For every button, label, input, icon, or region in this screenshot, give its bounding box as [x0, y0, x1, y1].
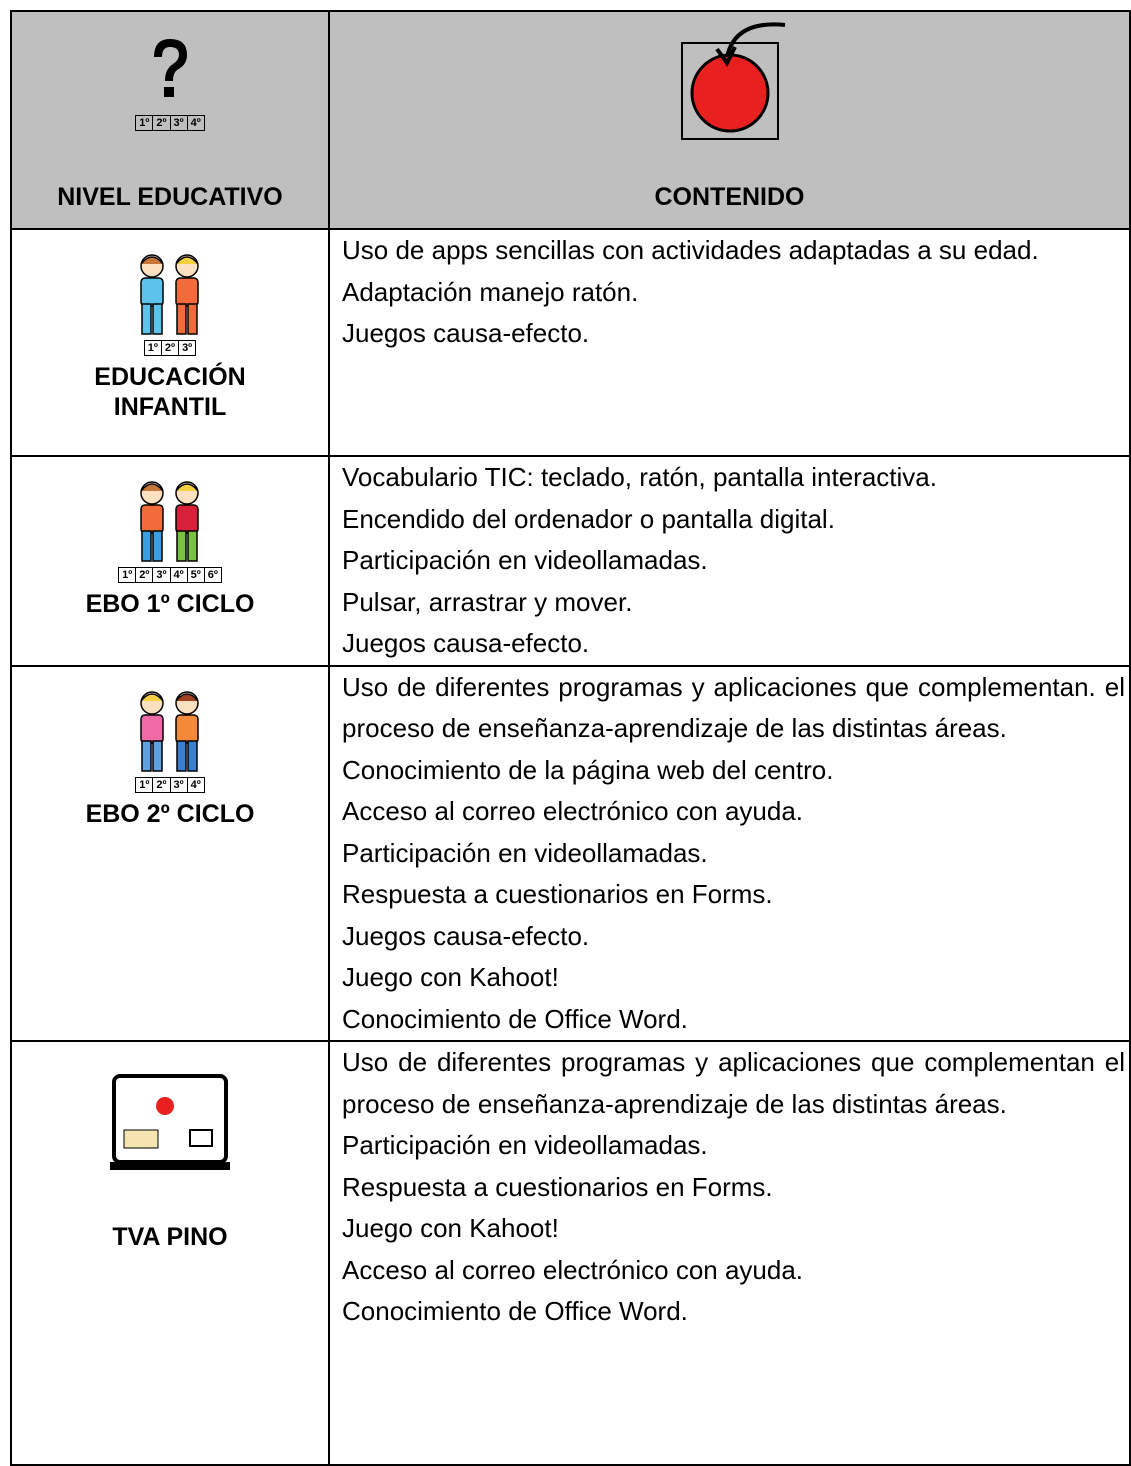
content-cell: Uso de apps sencillas con actividades ad… — [328, 228, 1131, 457]
grade-label: 5º — [186, 568, 204, 582]
table-row: TVA PINO Uso de diferentes programas y ap… — [10, 1040, 1131, 1466]
content-item: Encendido del ordenador o pantalla digit… — [342, 503, 835, 534]
pictogram — [140, 690, 199, 772]
header-label: NIVEL EDUCATIVO — [57, 183, 283, 211]
curriculum-table: 1º 2º 3º 4º NIVEL EDUCATIVO CONTENIDO 1º 2º 3… — [10, 10, 1131, 1466]
content-item: Participación en videollamadas. — [342, 837, 708, 868]
content-item: Conocimiento de Office Word. — [342, 1296, 688, 1326]
header-content-cell: CONTENIDO — [328, 10, 1131, 230]
content-item: Uso de diferentes programas y aplicacion… — [342, 1047, 1125, 1119]
table-row: 1º 2º 3º 4º EBO 2º CICLO Uso de diferentes pr… — [10, 664, 1131, 1042]
grade-label: 2º — [160, 341, 178, 355]
content-item: Juego con Kahoot! — [342, 1213, 559, 1243]
page: {"header":{"col1":{"label":"NIVEL EDUCAT… — [10, 10, 1131, 1466]
grade-label: 1º — [122, 569, 133, 581]
cause-effect-icon — [680, 22, 785, 140]
level-cell: 1º 2º 3º EDUCACIÓN INFANTIL — [10, 228, 330, 457]
content-item: Conocimiento de la página web del centro… — [342, 754, 834, 785]
content-item: Participación en videollamadas. — [342, 545, 708, 575]
content-item: Respuesta a cuestionarios en Forms. — [342, 1171, 773, 1202]
grade-label: 4º — [186, 116, 204, 130]
grade-label: 2º — [152, 777, 169, 792]
content-item: Adaptación manejo ratón. — [342, 276, 639, 307]
grade-labels: 1º 2º 3º 4º — [135, 776, 205, 793]
content-item: Uso de apps sencillas con actividades ad… — [342, 235, 1039, 265]
level-cell: 1º 2º 3º 4º 5º 6º EBO 1º CICLO — [10, 455, 330, 667]
level-cell: 1º 2º 3º 4º EBO 2º CICLO — [10, 664, 330, 1042]
content-item: Pulsar, arrastrar y mover. — [342, 586, 633, 617]
content-item: Respuesta a cuestionarios en Forms. — [342, 879, 773, 909]
header-row: 1º 2º 3º 4º NIVEL EDUCATIVO CONTENIDO — [10, 10, 1131, 230]
grade-label: 6º — [203, 568, 221, 582]
level-name: EBO 2º CICLO — [85, 799, 255, 828]
content-item: Uso de diferentes programas y aplicacion… — [342, 671, 1125, 744]
level-name: EDUCACIÓN INFANTIL — [94, 363, 246, 421]
grade-labels: 1º 2º 3º 4º 5º 6º — [118, 567, 222, 583]
content-item: Juegos causa-efecto. — [342, 318, 590, 348]
table-row: 1º 2º 3º EDUCACIÓN INFANTIL Uso de apps senc… — [10, 228, 1131, 457]
content-cell: Uso de diferentes programas y aplicacion… — [328, 664, 1131, 1042]
grade-label: 1º — [139, 117, 150, 129]
content-item: Acceso al correo electrónico con ayuda. — [342, 796, 804, 826]
grade-label: 4º — [169, 568, 187, 582]
level-cell: TVA PINO — [10, 1040, 330, 1466]
grade-label: 2º — [135, 568, 152, 582]
content-item: Participación en videollamadas. — [342, 1130, 708, 1160]
grade-label: 1º — [139, 778, 150, 791]
pictogram — [140, 481, 199, 562]
header-label: CONTENIDO — [654, 183, 805, 211]
level-name: EBO 1º CICLO — [85, 590, 255, 618]
grade-label: 3º — [152, 568, 169, 582]
header-level-cell: 1º 2º 3º 4º NIVEL EDUCATIVO — [10, 10, 330, 230]
grade-label: 3º — [169, 116, 187, 130]
content-item: Juego con Kahoot! — [342, 962, 559, 992]
pictogram — [140, 254, 199, 335]
content-item: Conocimiento de Office Word. — [342, 1003, 688, 1034]
content-item: Vocabulario TIC: teclado, ratón, pantall… — [342, 462, 937, 492]
content-item: Juegos causa-efecto. — [342, 920, 590, 951]
level-name: TVA PINO — [112, 1223, 228, 1251]
grade-labels: 1º 2º 3º 4º — [135, 115, 205, 131]
grade-label: 1º — [147, 342, 158, 354]
grade-label: 3º — [169, 777, 187, 792]
content-cell: Uso de diferentes programas y aplicacion… — [328, 1040, 1131, 1466]
grade-label: 3º — [178, 341, 195, 355]
table-row: 1º 2º 3º 4º 5º 6º EBO 1º CICLO Vocabulario TIC:… — [10, 455, 1131, 667]
pictogram — [110, 1074, 230, 1170]
question-icon — [154, 39, 187, 97]
content-item: Acceso al correo electrónico con ayuda. — [342, 1254, 804, 1285]
grade-label: 4º — [186, 777, 204, 792]
content-item: Juegos causa-efecto. — [342, 628, 590, 658]
content-cell: Vocabulario TIC: teclado, ratón, pantall… — [328, 455, 1131, 667]
grade-labels: 1º 2º 3º — [143, 340, 197, 356]
grade-label: 2º — [152, 116, 169, 130]
